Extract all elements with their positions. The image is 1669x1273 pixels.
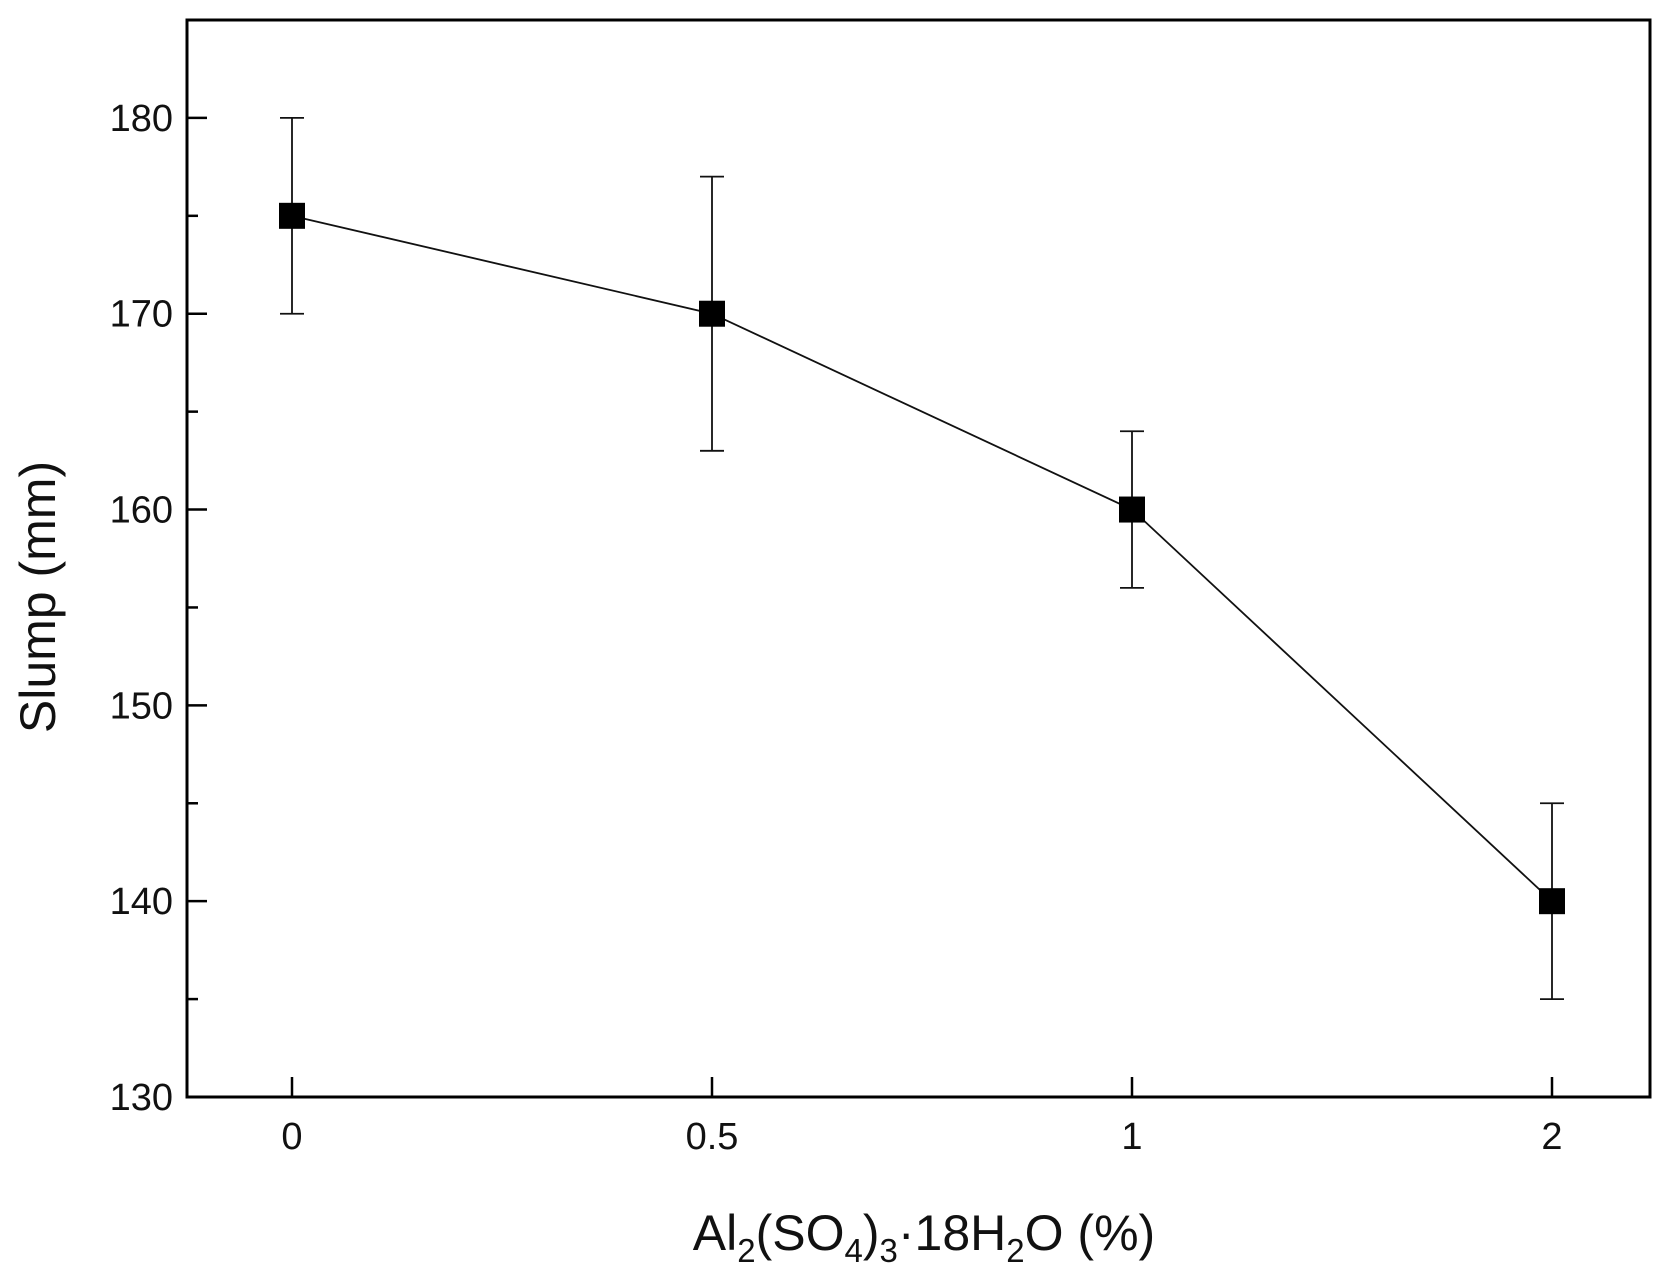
x-axis-title-part: ) xyxy=(863,1205,880,1261)
x-axis-title-part: Al xyxy=(693,1205,737,1261)
y-axis-title: Slump (mm) xyxy=(10,461,66,733)
x-axis-title-part: ·18H xyxy=(898,1205,1006,1261)
data-point xyxy=(1119,496,1145,523)
x-axis-title-part: (SO xyxy=(756,1205,845,1261)
x-tick-label: 1 xyxy=(1121,1116,1142,1158)
y-tick-label: 170 xyxy=(110,294,173,336)
x-axis-title-subscript: 2 xyxy=(737,1232,755,1269)
x-tick-label: 0.5 xyxy=(686,1116,739,1158)
y-tick-label: 140 xyxy=(110,881,173,923)
y-tick-label: 150 xyxy=(110,685,173,727)
plot-layer: 130 140 150 160 170 180 0 0.5 1 2 xyxy=(110,18,1652,1158)
y-tick-label: 160 xyxy=(110,490,173,532)
x-tick-label: 2 xyxy=(1541,1116,1562,1158)
series-line xyxy=(291,214,1553,902)
x-axis-title: Al2(SO4)3·18H2O (%) xyxy=(693,1205,1155,1269)
x-axis-title-subscript: 4 xyxy=(845,1232,863,1269)
x-axis-title-part: O (%) xyxy=(1025,1205,1156,1261)
x-axis-title-subscript: 3 xyxy=(880,1232,898,1269)
x-tick-label: 0 xyxy=(281,1116,302,1158)
data-point xyxy=(1539,888,1565,915)
data-point xyxy=(279,202,305,229)
y-tick-label: 180 xyxy=(110,98,173,140)
plot-frame xyxy=(185,18,1652,1099)
x-axis-title-subscript: 2 xyxy=(1006,1232,1024,1269)
data-point xyxy=(699,300,725,327)
y-tick-label: 130 xyxy=(110,1077,173,1119)
